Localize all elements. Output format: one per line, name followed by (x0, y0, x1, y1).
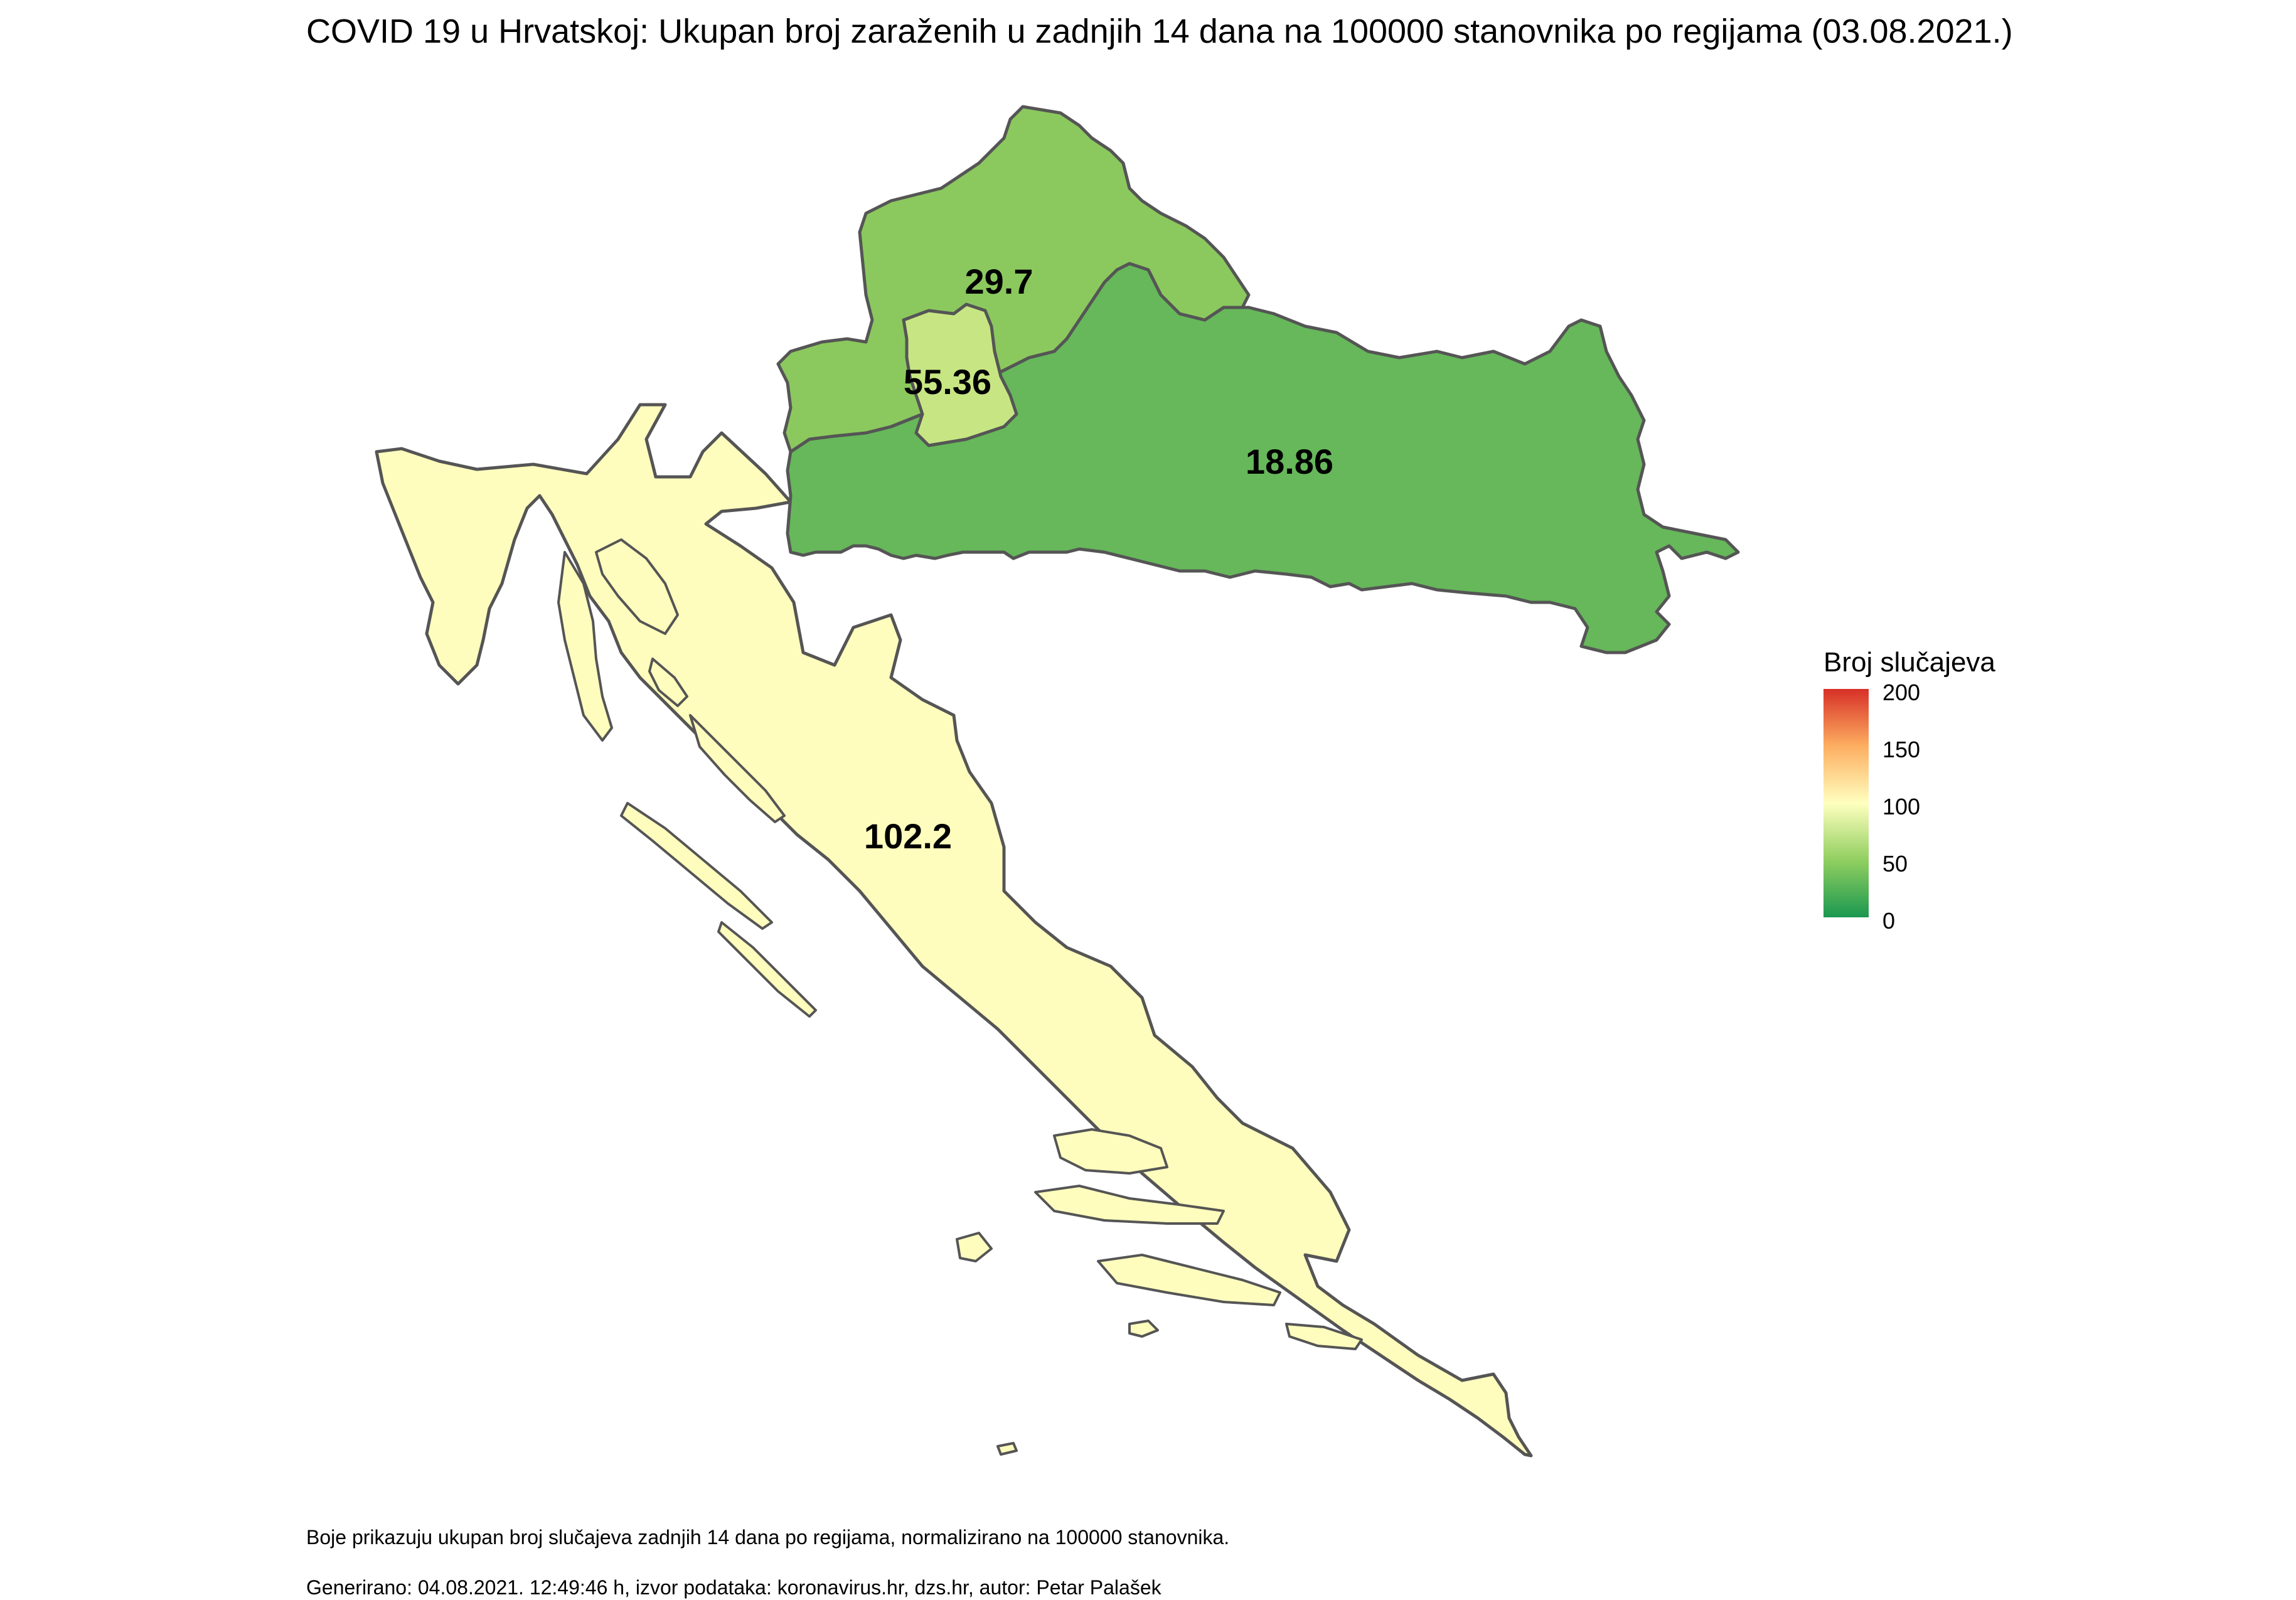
island-krk (595, 538, 679, 635)
island-dugi-otok (620, 802, 773, 930)
region-label-adriatic: 102.2 (864, 816, 952, 856)
caption-source: Generirano: 04.08.2021. 12:49:46 h, izvo… (306, 1576, 1161, 1599)
island-lastovo (1128, 1320, 1159, 1338)
region-label-north: 29.7 (965, 262, 1033, 301)
island-mljet (1285, 1323, 1363, 1350)
legend-tick-200: 200 (1882, 680, 1921, 705)
island-lastovo-small (996, 1442, 1018, 1456)
island-pag (689, 714, 786, 823)
legend-tick-50: 50 (1882, 851, 1908, 877)
legend-tick-0: 0 (1882, 908, 1896, 934)
caption-description: Boje prikazuju ukupan broj slučajeva zad… (306, 1526, 1230, 1549)
island-korcula (1097, 1254, 1281, 1306)
island-rab (648, 658, 688, 707)
region-adriatic (375, 403, 1533, 1458)
region-label-pannonian: 18.86 (1246, 442, 1333, 481)
map-title: COVID 19 u Hrvatskoj: Ukupan broj zaraže… (306, 13, 2013, 50)
legend-tick-100: 100 (1882, 794, 1921, 819)
island-cres (557, 551, 613, 742)
island-vis (956, 1232, 993, 1262)
legend-title: Broj slučajeva (1823, 647, 1995, 678)
region-label-zagreb: 55.36 (904, 362, 991, 402)
region-zagreb (902, 302, 1018, 447)
island-brac (1053, 1128, 1168, 1175)
island-hvar (1034, 1185, 1225, 1225)
legend-color-bar (1823, 689, 1869, 917)
island-kornati (717, 921, 817, 1018)
legend-tick-150: 150 (1882, 737, 1921, 762)
